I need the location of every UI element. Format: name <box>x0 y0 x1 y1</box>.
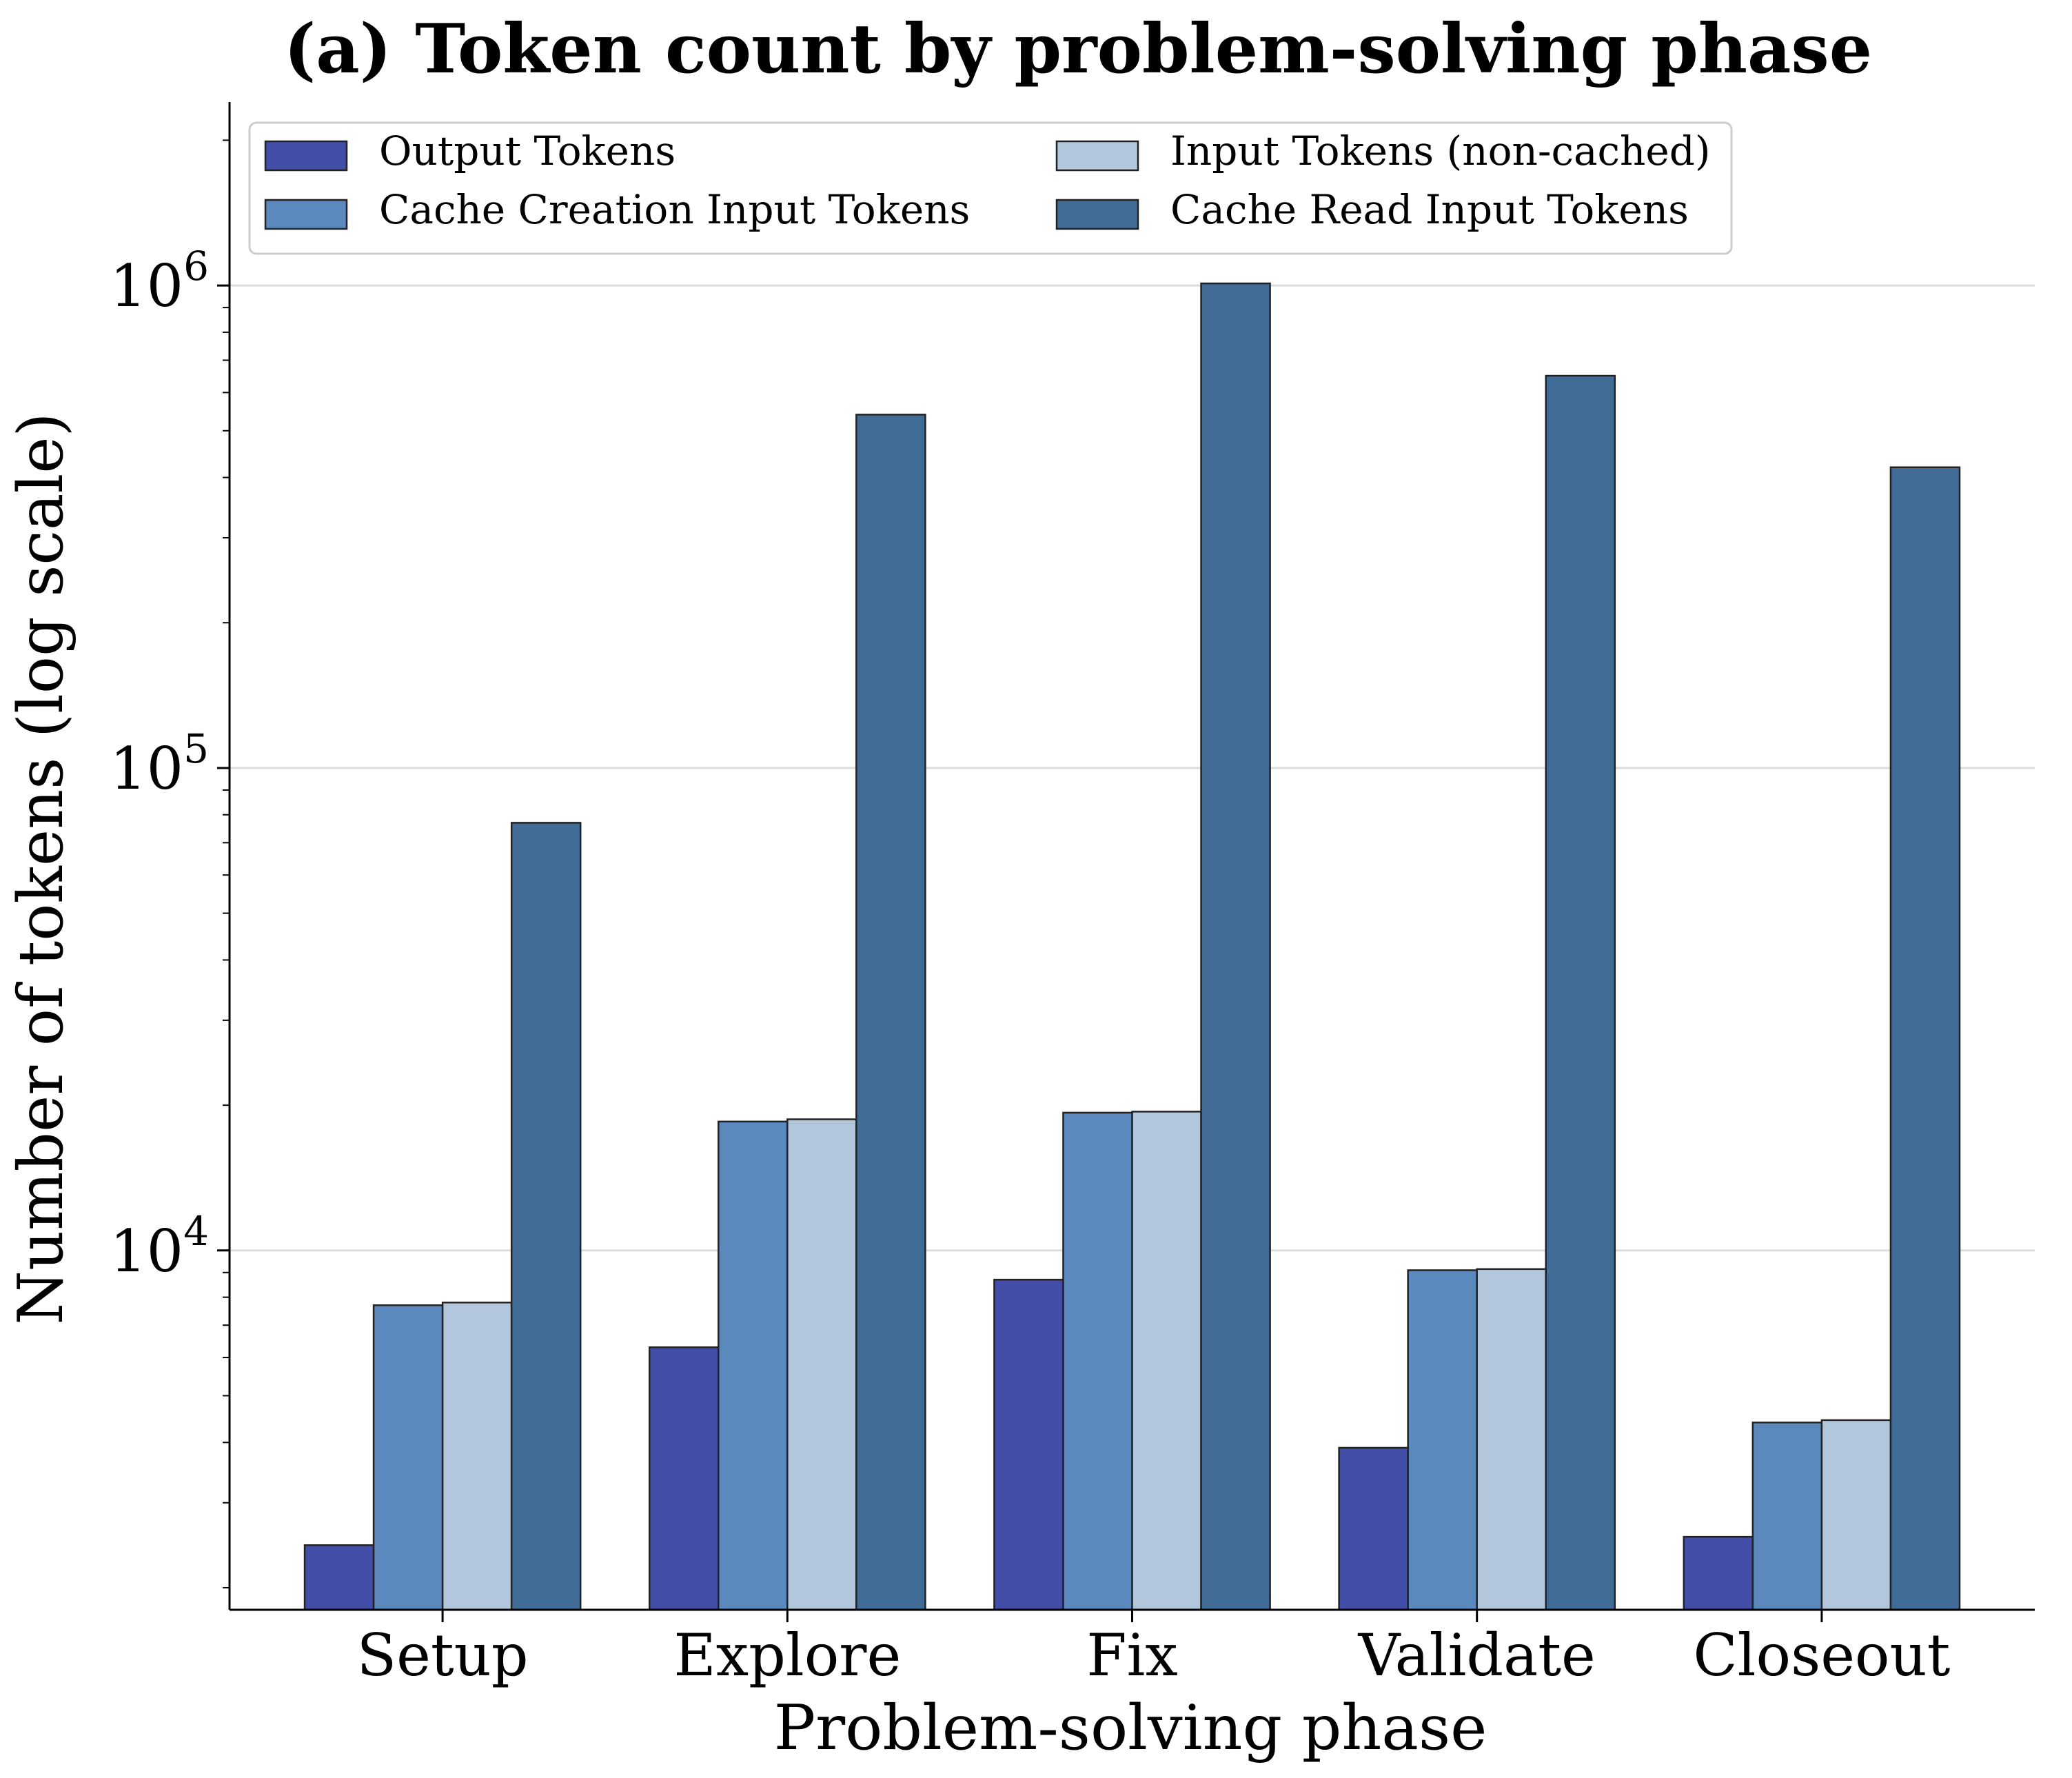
bar-explore-series-3 <box>855 414 926 1611</box>
ticks: 104 105 106 Setup Explore Fix Validate Closeout <box>110 139 1951 1689</box>
y-tick-label: 106 <box>110 243 209 320</box>
bar-explore-series-0 <box>648 1346 720 1611</box>
bars <box>303 282 1961 1611</box>
legend-swatch <box>264 140 348 172</box>
y-axis-label: Number of tokens (log scale) <box>5 412 77 1324</box>
legend-label: Input Tokens (non-cached) <box>1170 128 1710 174</box>
bar-explore-series-2 <box>786 1118 857 1611</box>
legend-swatch <box>1055 199 1139 230</box>
bar-validate-series-1 <box>1407 1269 1478 1611</box>
x-axis-label: Problem-solving phase <box>774 1692 1487 1764</box>
legend-label: Output Tokens <box>379 128 676 174</box>
chart-title: (a) Token count by problem-solving phase <box>284 10 1872 89</box>
bar-explore-series-1 <box>718 1120 789 1611</box>
bar-closeout-series-1 <box>1751 1422 1823 1611</box>
bar-fix-series-1 <box>1062 1111 1133 1611</box>
bar-setup-series-1 <box>372 1304 444 1611</box>
bar-closeout-series-3 <box>1889 466 1961 1611</box>
legend-box <box>248 121 1733 255</box>
bar-setup-series-2 <box>441 1302 513 1611</box>
x-tick-label: Explore <box>673 1622 901 1689</box>
bar-fix-series-3 <box>1200 282 1271 1611</box>
x-tick-label: Closeout <box>1693 1622 1950 1689</box>
bar-validate-series-0 <box>1338 1446 1409 1611</box>
bar-validate-series-3 <box>1545 374 1616 1611</box>
bar-closeout-series-0 <box>1683 1535 1754 1611</box>
x-tick-label: Setup <box>357 1622 529 1689</box>
y-tick-label: 105 <box>110 725 209 802</box>
bar-validate-series-2 <box>1476 1268 1547 1611</box>
bar-setup-series-0 <box>303 1544 375 1611</box>
legend-swatch <box>1055 140 1139 172</box>
bar-closeout-series-2 <box>1820 1419 1892 1611</box>
bar-fix-series-2 <box>1131 1111 1202 1611</box>
bar-fix-series-0 <box>993 1278 1064 1611</box>
legend-label: Cache Read Input Tokens <box>1170 186 1689 233</box>
x-tick-label: Validate <box>1358 1622 1596 1689</box>
y-tick-label: 104 <box>110 1208 209 1285</box>
legend-label: Cache Creation Input Tokens <box>379 186 970 233</box>
legend-swatch <box>264 199 348 230</box>
legend: Output Tokens Cache Creation Input Tokens… <box>248 121 1733 255</box>
bar-setup-series-3 <box>510 822 582 1611</box>
x-tick-label: Fix <box>1086 1622 1178 1689</box>
